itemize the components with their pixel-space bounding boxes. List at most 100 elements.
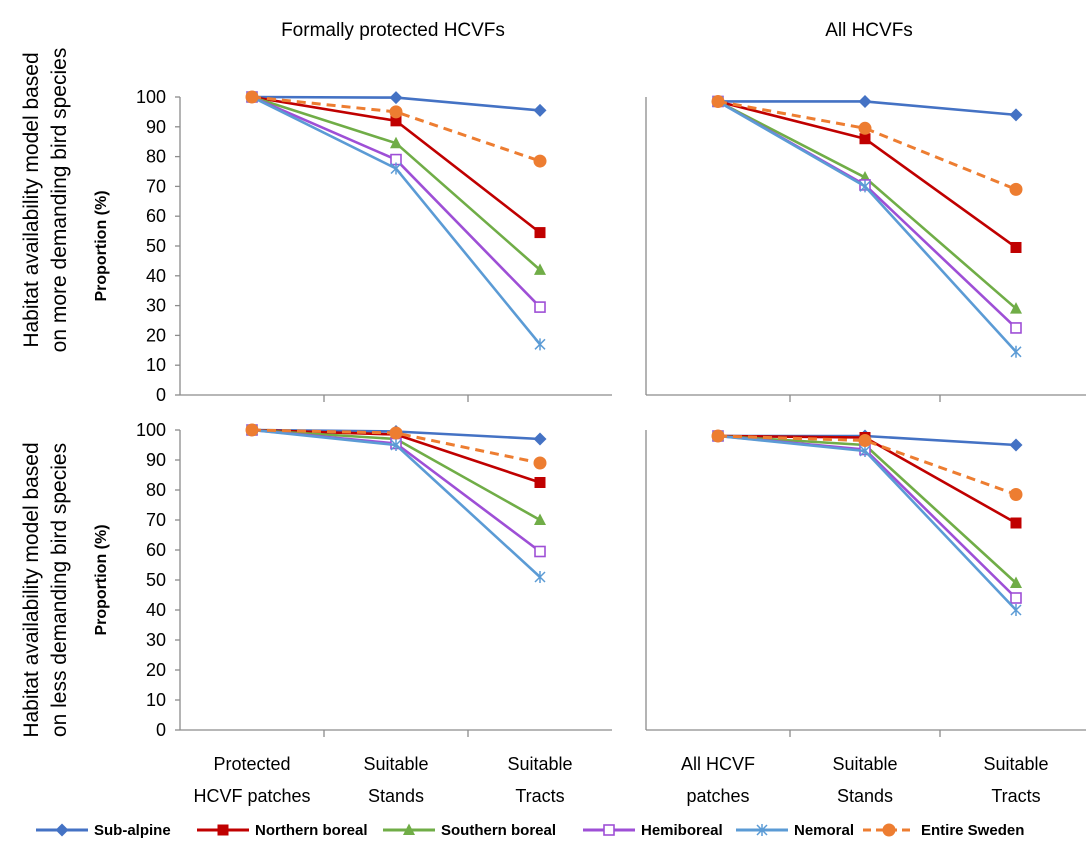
legend-label: Sub-alpine xyxy=(94,822,171,839)
data-point xyxy=(390,162,402,175)
y-tick-label: 80 xyxy=(146,480,166,500)
category-label-tracts-left-line2: Tracts xyxy=(515,786,564,806)
series-nemoral xyxy=(246,91,546,351)
category-label-tracts-right-line1: Suitable xyxy=(983,754,1048,774)
legend-marker xyxy=(603,824,615,836)
data-point xyxy=(1009,182,1023,196)
column-title-all: All HCVFs xyxy=(825,20,913,41)
category-label-protected-line1: Protected xyxy=(213,754,290,774)
data-point xyxy=(245,90,259,104)
series-entire-sweden xyxy=(245,423,547,470)
y-tick-label: 20 xyxy=(146,325,166,345)
row-title-more-demanding-line1: Habitat availability model based xyxy=(20,52,43,347)
chart-panel-2 xyxy=(645,94,1086,402)
y-tick-label: 30 xyxy=(146,296,166,316)
row-title-more-demanding-line2: on more demanding bird species xyxy=(48,48,71,353)
data-point xyxy=(390,136,402,149)
y-tick-label: 0 xyxy=(156,385,166,405)
data-point xyxy=(534,338,546,351)
y-tick-label: 0 xyxy=(156,720,166,740)
legend-label: Northern boreal xyxy=(255,822,368,839)
data-point xyxy=(534,477,546,488)
category-label-tracts-right-line2: Tracts xyxy=(991,786,1040,806)
data-point xyxy=(1009,108,1023,122)
data-point xyxy=(533,456,547,470)
data-point xyxy=(1010,592,1022,604)
series-sub-alpine xyxy=(711,94,1023,122)
data-point xyxy=(1010,576,1022,588)
legend-marker xyxy=(403,823,415,835)
y-tick-label: 50 xyxy=(146,570,166,590)
legend-item-northern-boreal: Northern boreal xyxy=(197,822,368,839)
legend-marker xyxy=(882,823,896,837)
y-tick-label: 50 xyxy=(146,236,166,256)
panels: 0 10 20 30 40 50 60 70 80 90 100 0 10 20 30 40 50 60 70 80 9… xyxy=(136,87,1086,740)
y-tick-label: 60 xyxy=(146,540,166,560)
y-tick-label: 70 xyxy=(146,510,166,530)
y-tick-label: 60 xyxy=(146,206,166,226)
series-entire-sweden xyxy=(711,429,1023,501)
y-tick-label: 30 xyxy=(146,630,166,650)
series-nemoral xyxy=(712,430,1022,616)
series-line xyxy=(251,428,541,465)
series-line xyxy=(717,434,1017,496)
row-title-less-demanding-line2: on less demanding bird species xyxy=(48,443,71,737)
y-tick-label: 10 xyxy=(146,355,166,375)
series-entire-sweden xyxy=(245,90,547,168)
category-label-stands-right-line2: Stands xyxy=(837,786,893,806)
data-point xyxy=(1009,438,1023,452)
category-label-protected-line2: HCVF patches xyxy=(193,786,310,806)
data-point xyxy=(533,154,547,168)
series-line xyxy=(251,95,541,163)
legend-item-entire-sweden: Entire Sweden xyxy=(863,822,1024,839)
series-line xyxy=(717,434,1017,611)
data-point xyxy=(1010,241,1022,253)
series-entire-sweden xyxy=(711,94,1023,196)
legend-item-sub-alpine: Sub-alpine xyxy=(36,822,171,839)
y-tick-label: 100 xyxy=(136,420,166,440)
data-point xyxy=(1010,517,1022,529)
y-tick-label: 40 xyxy=(146,266,166,286)
y-tick-label: 90 xyxy=(146,117,166,137)
series-line xyxy=(717,99,1017,191)
data-point xyxy=(533,103,547,117)
legend-label: Nemoral xyxy=(794,822,854,839)
legend-marker xyxy=(217,824,229,836)
data-point xyxy=(534,545,546,558)
series-line xyxy=(251,95,542,346)
data-point xyxy=(1010,604,1022,616)
data-point xyxy=(858,94,872,108)
y-tick-label: 90 xyxy=(146,450,166,470)
y-tick-label: 10 xyxy=(146,690,166,710)
data-point xyxy=(245,423,259,437)
series-line xyxy=(717,434,1017,599)
row-title-less-demanding-line1: Habitat availability model based xyxy=(20,442,43,737)
data-point xyxy=(389,105,403,119)
y-tick-label: 70 xyxy=(146,176,166,196)
legend-marker xyxy=(55,823,69,837)
data-point xyxy=(534,301,546,313)
data-point xyxy=(389,91,403,105)
data-point xyxy=(711,94,725,108)
data-point xyxy=(1010,345,1022,358)
y-axis-label-bottom: Proportion (%) xyxy=(93,524,110,635)
legend-item-hemiboreal: Hemiboreal xyxy=(583,822,723,839)
series-line xyxy=(251,95,541,308)
data-point xyxy=(534,263,546,275)
y-axis-label-top: Proportion (%) xyxy=(93,190,110,301)
category-label-allhcvf-line1: All HCVF xyxy=(681,754,755,774)
series-line xyxy=(251,428,541,578)
data-point xyxy=(1010,322,1022,334)
y-tick-label: 80 xyxy=(146,147,166,167)
data-point xyxy=(534,227,546,239)
chart-panel-4 xyxy=(645,429,1086,737)
category-label-allhcvf-line2: patches xyxy=(686,786,749,806)
legend-label: Hemiboreal xyxy=(641,822,723,839)
category-label-stands-left-line2: Stands xyxy=(368,786,424,806)
y-tick-label: 20 xyxy=(146,660,166,680)
category-label-tracts-left-line1: Suitable xyxy=(507,754,572,774)
data-point xyxy=(390,115,402,127)
series-line xyxy=(717,434,1017,584)
data-point xyxy=(1010,302,1022,314)
data-point xyxy=(1009,488,1023,501)
